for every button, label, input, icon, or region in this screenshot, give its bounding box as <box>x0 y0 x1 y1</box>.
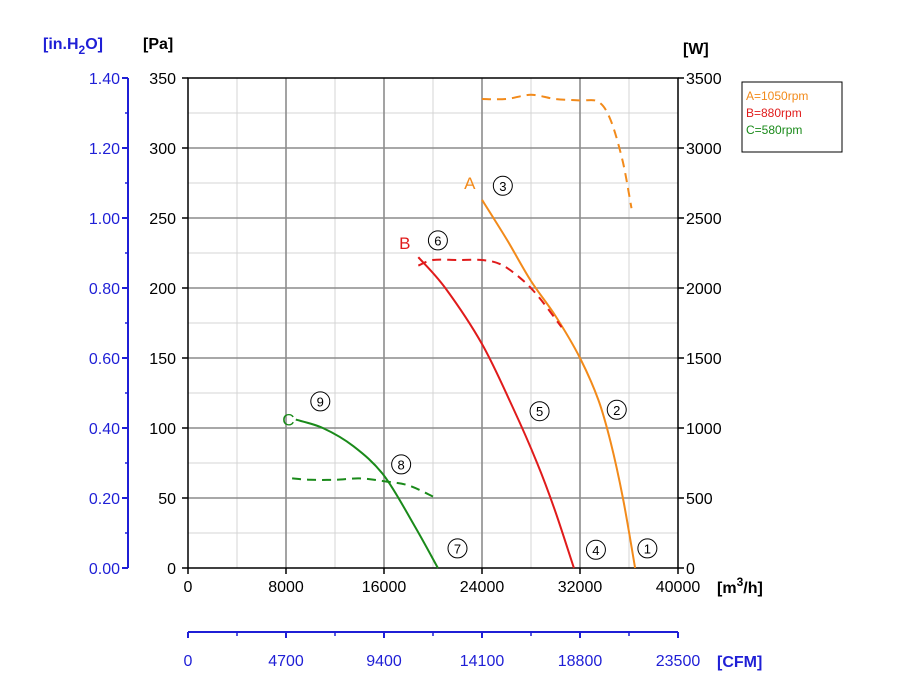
inh2o-tick-label: 0.40 <box>89 421 120 438</box>
marker-circle <box>492 175 513 196</box>
cfm-tick-label: 23500 <box>656 653 701 670</box>
cfm-tick-label: 14100 <box>460 653 505 670</box>
power-tick-label: 500 <box>686 491 713 508</box>
labels-layer: A B C 1 2 3 4 5 6 7 8 9 <box>282 174 658 560</box>
power-tick-label: 2500 <box>686 211 722 228</box>
inh2o-tick-label: 1.40 <box>89 71 120 88</box>
operating-point-marker: 8 <box>391 454 412 475</box>
flow-tick-label: 40000 <box>656 579 701 596</box>
marker-circle <box>447 538 468 559</box>
pa-tick-label: 100 <box>149 421 176 438</box>
operating-point-marker: 3 <box>492 175 513 196</box>
power-tick-label: 3000 <box>686 141 722 158</box>
power-curve-a <box>481 93 633 209</box>
marker-circle <box>606 399 627 420</box>
flow-tick-label: 32000 <box>558 579 603 596</box>
flow-tick-label: 16000 <box>362 579 407 596</box>
marker-number: 7 <box>454 541 461 556</box>
marker-number: 4 <box>592 543 599 558</box>
operating-point-marker: 7 <box>447 538 468 559</box>
pa-tick-label: 350 <box>149 71 176 88</box>
pa-tick-label: 0 <box>167 561 176 578</box>
power-tick-label: 1000 <box>686 421 722 438</box>
cfm-tick-label: 18800 <box>558 653 603 670</box>
marker-circle <box>637 538 658 559</box>
inh2o-tick-label: 0.60 <box>89 351 120 368</box>
operating-point-marker: 4 <box>585 539 606 560</box>
curve-label-c: C <box>282 411 294 430</box>
operating-point-marker: 6 <box>427 230 448 251</box>
legend-entry: A=1050rpm <box>746 89 808 103</box>
curve-label-b: B <box>399 234 410 253</box>
power-unit-label: [W] <box>683 41 709 58</box>
pa-tick-label: 300 <box>149 141 176 158</box>
flow-tick-label: 0 <box>184 579 193 596</box>
pressure-curve-c <box>295 418 439 569</box>
marker-circle <box>585 539 606 560</box>
marker-number: 3 <box>499 179 506 194</box>
inh2o-tick-label: 1.20 <box>89 141 120 158</box>
power-tick-label: 3500 <box>686 71 722 88</box>
marker-circle <box>391 454 412 475</box>
power-curve-b <box>417 258 563 328</box>
marker-number: 5 <box>536 404 543 419</box>
power-tick-label: 1500 <box>686 351 722 368</box>
subscript-2: 2 <box>79 43 86 57</box>
unit-rest: O] <box>85 36 103 53</box>
operating-point-marker: 5 <box>529 401 550 422</box>
legend-box <box>741 81 843 153</box>
inh2o-tick-label: 0.20 <box>89 491 120 508</box>
marker-circle <box>529 401 550 422</box>
cfm-unit-label: [CFM] <box>717 654 762 671</box>
marker-number: 6 <box>434 233 441 248</box>
cfm-tick-label: 9400 <box>366 653 402 670</box>
operating-point-marker: 2 <box>606 399 627 420</box>
curve-label-a: A <box>464 174 476 193</box>
pa-tick-label: 200 <box>149 281 176 298</box>
cfm-tick-label: 0 <box>184 653 193 670</box>
marker-number: 9 <box>317 394 324 409</box>
pa-tick-label: 50 <box>158 491 176 508</box>
power-curve-c <box>292 477 434 498</box>
superscript-3: 3 <box>737 575 744 589</box>
marker-number: 1 <box>644 541 651 556</box>
inh2o-unit-label: [in.H2O] <box>43 36 103 57</box>
plot-frame <box>187 77 679 569</box>
power-tick-label: 2000 <box>686 281 722 298</box>
operating-point-marker: 9 <box>310 391 331 412</box>
series-layer <box>292 93 637 569</box>
legend: A=1050rpm B=880rpm C=580rpm <box>741 81 843 153</box>
plot-border <box>187 77 679 569</box>
operating-point-marker: 1 <box>637 538 658 559</box>
pressure-curve-b <box>417 256 575 569</box>
axes: 0.000.200.400.600.801.001.201.4005010015… <box>43 36 763 671</box>
cfm-tick-label: 4700 <box>268 653 304 670</box>
unit-rest: /h] <box>743 580 763 597</box>
flow-tick-label: 8000 <box>268 579 304 596</box>
marker-number: 2 <box>613 403 620 418</box>
inh2o-tick-label: 0.80 <box>89 281 120 298</box>
flow-tick-label: 24000 <box>460 579 505 596</box>
pa-tick-label: 250 <box>149 211 176 228</box>
inh2o-tick-label: 1.00 <box>89 211 120 228</box>
pa-tick-label: 150 <box>149 351 176 368</box>
power-tick-label: 0 <box>686 561 695 578</box>
marker-circle <box>427 230 448 251</box>
grid-lines <box>188 78 678 568</box>
legend-entry: B=880rpm <box>746 106 802 120</box>
inh2o-tick-label: 0.00 <box>89 561 120 578</box>
flow-unit-label: [m3/h] <box>717 575 763 597</box>
legend-entry: C=580rpm <box>746 123 802 137</box>
marker-number: 8 <box>398 457 405 472</box>
pressure-curve-a <box>481 199 637 569</box>
marker-circle <box>310 391 331 412</box>
pa-unit-label: [Pa] <box>143 36 173 53</box>
